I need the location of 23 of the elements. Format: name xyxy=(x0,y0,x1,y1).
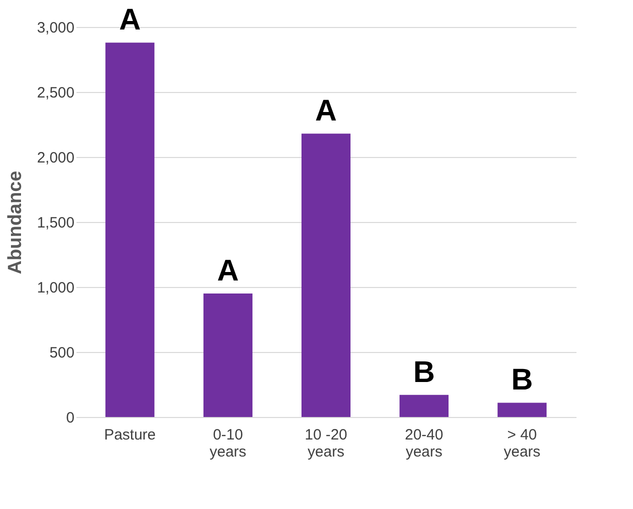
x-tick-label: 10 -20 years xyxy=(304,426,348,460)
annotation: B xyxy=(511,364,533,397)
annotation: A xyxy=(217,254,239,288)
y-tick-label: 2,500 xyxy=(36,84,74,102)
bar xyxy=(498,402,547,417)
bar xyxy=(400,394,449,417)
y-tick-label: 1,000 xyxy=(36,280,74,296)
bar xyxy=(301,134,351,417)
y-tick-label: 2,000 xyxy=(36,150,74,166)
bar xyxy=(105,42,154,417)
y-tick-label: 500 xyxy=(49,344,74,362)
x-tick-label: Pasture xyxy=(104,426,156,444)
y-axis-title: Abundance xyxy=(4,170,26,274)
y-tick-label: 3,000 xyxy=(36,20,74,36)
bar xyxy=(203,294,252,417)
y-tick-label: 0 xyxy=(66,410,74,426)
x-tick-label: 0-10 years xyxy=(210,426,246,460)
y-tick-label: 1,500 xyxy=(36,214,74,232)
x-tick-label: 20-40 years xyxy=(404,426,444,460)
annotation: A xyxy=(315,94,337,128)
x-tick-label: > 40 years xyxy=(504,426,540,460)
annotation: B xyxy=(413,356,435,389)
annotation: A xyxy=(119,4,141,37)
